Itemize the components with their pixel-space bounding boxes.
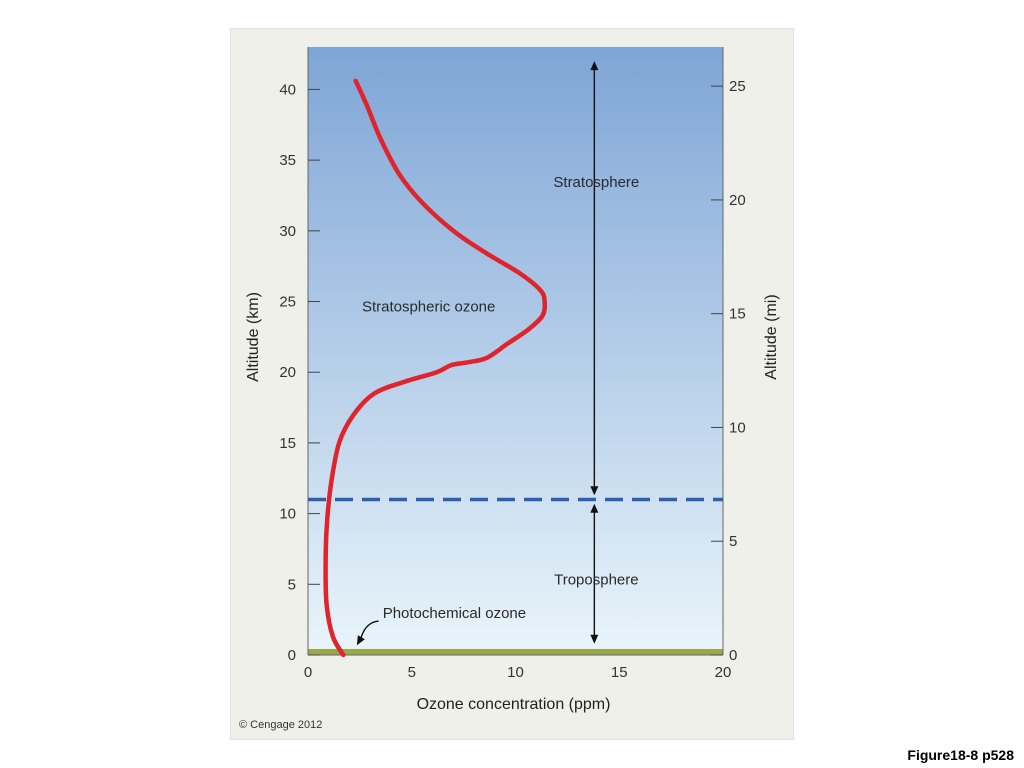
plot-background bbox=[308, 47, 723, 655]
x-tick-label: 0 bbox=[304, 664, 312, 681]
right-tick-label: 20 bbox=[729, 192, 746, 209]
y-tick-label: 30 bbox=[279, 223, 296, 240]
photochemical-ozone-label: Photochemical ozone bbox=[383, 605, 526, 622]
stratosphere-arrow-head-top bbox=[590, 61, 599, 71]
x-tick-label: 20 bbox=[715, 664, 732, 681]
layer-arrows bbox=[590, 61, 599, 644]
y-tick-label: 10 bbox=[279, 506, 296, 523]
y-tick-label: 35 bbox=[279, 152, 296, 169]
stratosphere-label: Stratosphere bbox=[553, 174, 639, 191]
x-tick-label: 5 bbox=[408, 664, 416, 681]
x-axis-ticks: 0 5 10 15 20 bbox=[304, 664, 732, 681]
y-tick-label: 15 bbox=[279, 435, 296, 452]
stratosphere-arrow-head-bottom bbox=[590, 486, 599, 496]
ozone-profile-line bbox=[323, 78, 548, 658]
photochemical-ozone-pointer-head bbox=[356, 635, 365, 646]
y-axis-ticks: 0 5 10 15 20 25 30 35 40 bbox=[279, 81, 320, 664]
y-tick-label: 5 bbox=[288, 576, 296, 593]
right-tick-label: 15 bbox=[729, 306, 746, 323]
x-tick-label: 15 bbox=[611, 664, 628, 681]
copyright-notice: © Cengage 2012 bbox=[239, 719, 323, 731]
right-tick-label: 25 bbox=[729, 78, 746, 95]
y-tick-label: 20 bbox=[279, 364, 296, 381]
stratospheric-ozone-label: Stratospheric ozone bbox=[362, 298, 495, 315]
right-tick-label: 10 bbox=[729, 419, 746, 436]
right-axis-label: Altitude (mi) bbox=[763, 294, 780, 379]
x-axis-label: Ozone concentration (ppm) bbox=[417, 696, 611, 713]
troposphere-arrow-head-top bbox=[590, 503, 599, 513]
right-axis-ticks: 0 5 10 15 20 25 bbox=[711, 78, 746, 664]
figure-label: Figure18-8 p528 bbox=[907, 747, 1014, 763]
x-tick-label: 10 bbox=[507, 664, 524, 681]
right-tick-label: 5 bbox=[729, 533, 737, 550]
ground-band bbox=[308, 649, 723, 655]
ozone-altitude-chart: 0 5 10 15 20 0 5 10 15 20 25 30 35 40 0 5 10 15 20 25 Str… bbox=[245, 47, 780, 713]
troposphere-label: Troposphere bbox=[554, 571, 639, 588]
figure-panel: 0 5 10 15 20 0 5 10 15 20 25 30 35 40 0 5 10 15 20 25 Str… bbox=[230, 28, 794, 740]
y-tick-label: 0 bbox=[288, 647, 296, 664]
right-tick-label: 0 bbox=[729, 647, 737, 664]
troposphere-arrow-head-bottom bbox=[590, 634, 599, 644]
y-tick-label: 40 bbox=[279, 81, 296, 98]
y-axis-label: Altitude (km) bbox=[245, 292, 262, 382]
y-tick-label: 25 bbox=[279, 294, 296, 311]
